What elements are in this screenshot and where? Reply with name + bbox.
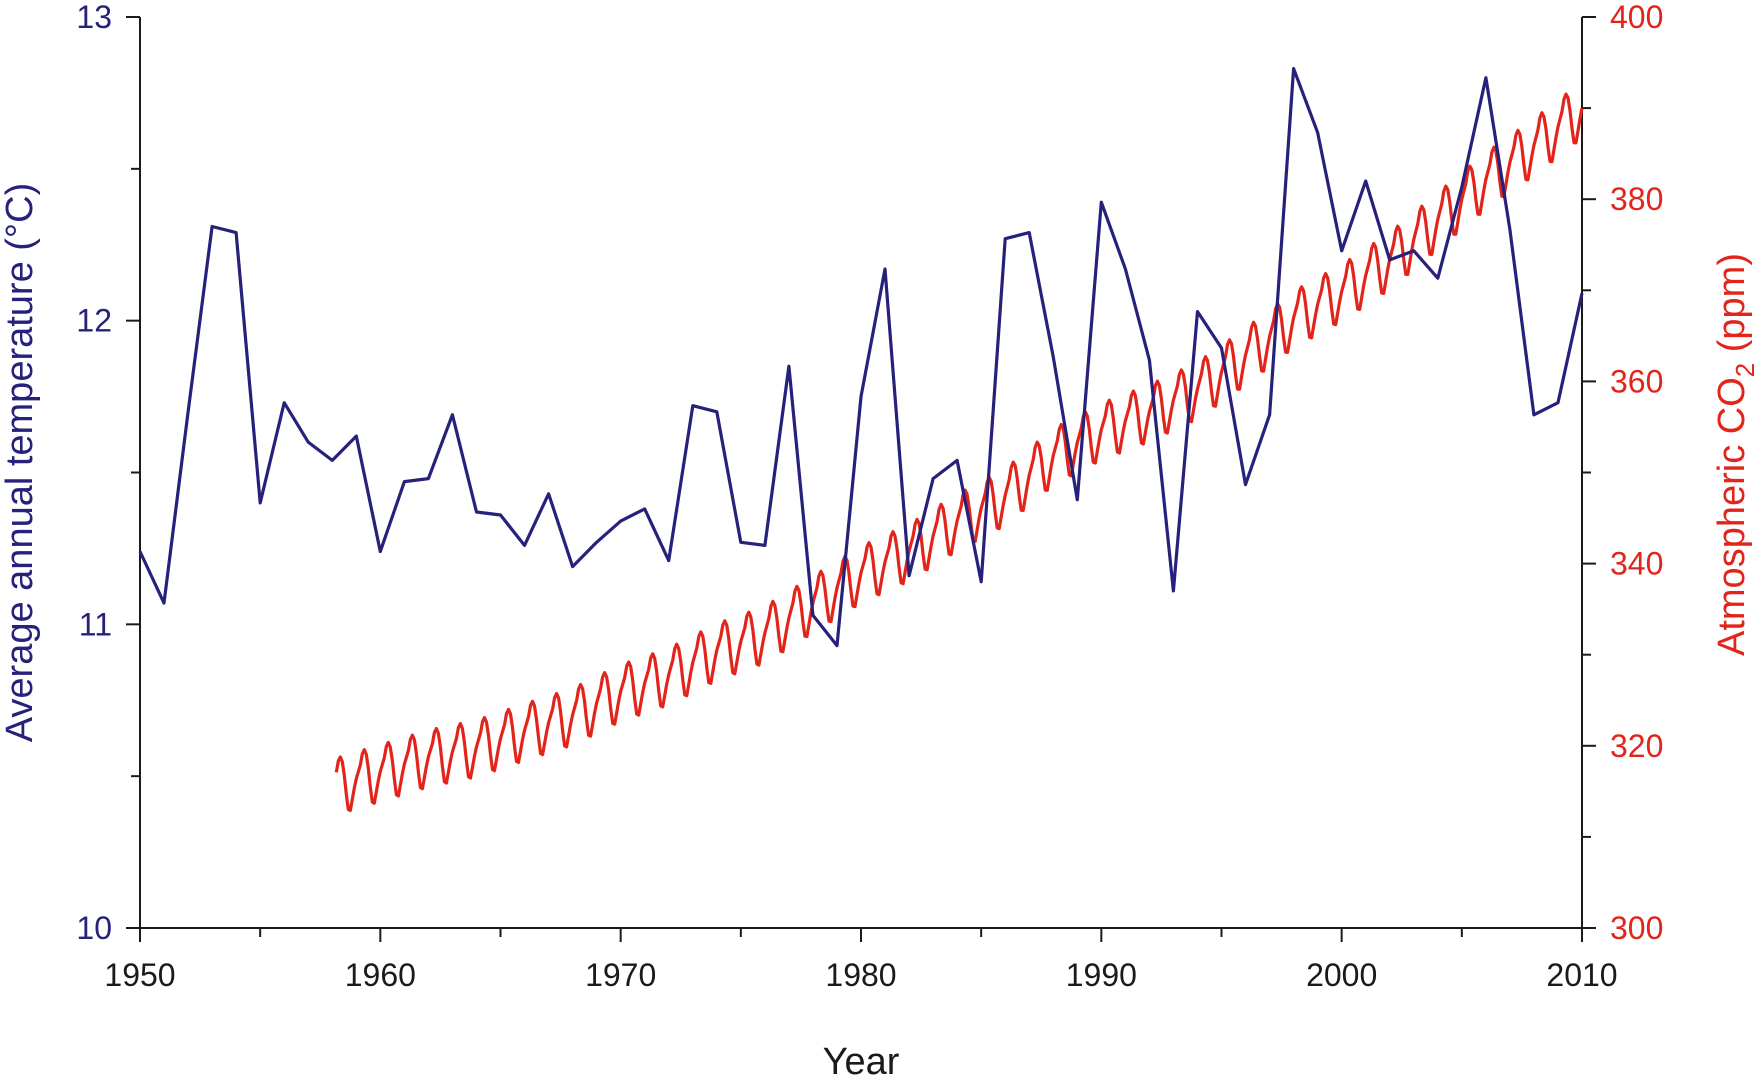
x-tick-label: 1970 bbox=[585, 957, 656, 993]
labels: 1950 1960 1970 1980 1990 2000 2010101112133003… bbox=[76, 0, 1663, 993]
right-y-axis-title-prefix: Atmospheric CO bbox=[1711, 377, 1753, 656]
right-y-tick-label: 360 bbox=[1610, 363, 1663, 399]
x-tick-label: 2000 bbox=[1306, 957, 1377, 993]
x-tick-label: 1950 bbox=[104, 957, 175, 993]
left-y-tick-label: 12 bbox=[76, 303, 112, 339]
right-y-tick-label: 340 bbox=[1610, 546, 1663, 582]
left-y-tick-label: 10 bbox=[76, 910, 112, 946]
ticks bbox=[126, 16, 1596, 942]
co2-series-line bbox=[334, 92, 1584, 813]
right-y-tick-label: 400 bbox=[1610, 0, 1663, 35]
x-tick-label: 2010 bbox=[1546, 957, 1617, 993]
temperature-series-line bbox=[138, 66, 1584, 648]
right-y-axis-title-suffix: (ppm) bbox=[1711, 253, 1753, 363]
series bbox=[138, 66, 1584, 813]
right-y-axis-title-subscript: 2 bbox=[1730, 363, 1760, 377]
axes bbox=[139, 17, 1583, 929]
left-y-axis-title: Average annual temperature (°C) bbox=[0, 183, 41, 742]
x-tick-label: 1960 bbox=[345, 957, 416, 993]
x-axis-title: Year bbox=[823, 1041, 900, 1079]
right-y-tick-label: 300 bbox=[1610, 910, 1663, 946]
left-y-tick-label: 13 bbox=[76, 0, 112, 35]
right-y-tick-label: 380 bbox=[1610, 181, 1663, 217]
right-y-axis-title: Atmospheric CO2 (ppm) bbox=[1711, 253, 1760, 656]
right-y-tick-label: 320 bbox=[1610, 728, 1663, 764]
x-tick-label: 1990 bbox=[1066, 957, 1137, 993]
x-tick-label: 1980 bbox=[825, 957, 896, 993]
left-y-tick-label: 11 bbox=[79, 606, 112, 642]
